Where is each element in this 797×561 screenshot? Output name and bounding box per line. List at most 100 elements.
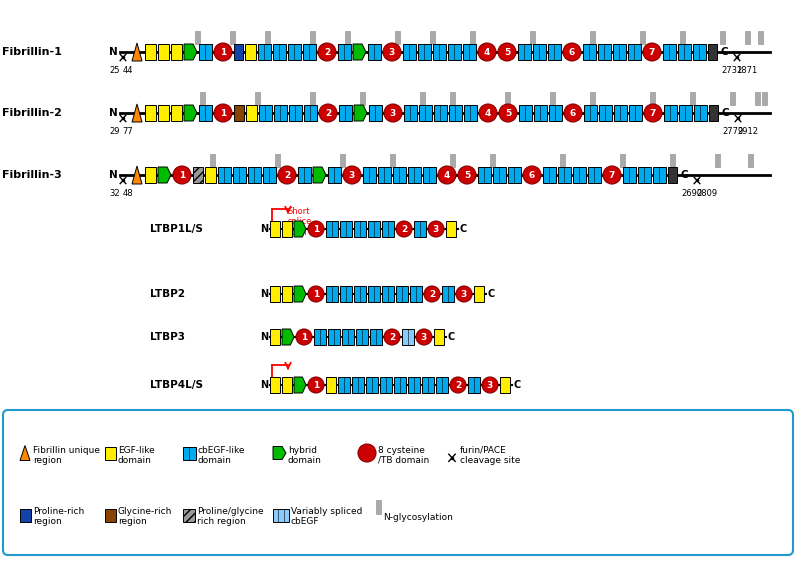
Bar: [326, 286, 338, 302]
Bar: [145, 167, 156, 183]
Bar: [720, 31, 725, 44]
Text: Fibrillin-3: Fibrillin-3: [2, 170, 61, 180]
Bar: [310, 31, 315, 44]
Text: 3: 3: [389, 48, 395, 57]
Text: C: C: [488, 289, 495, 299]
Text: 5: 5: [464, 171, 470, 180]
Bar: [434, 105, 447, 121]
Bar: [430, 31, 435, 44]
Bar: [446, 221, 456, 237]
Bar: [762, 92, 767, 105]
Bar: [550, 92, 555, 105]
Bar: [273, 508, 289, 522]
Bar: [668, 167, 677, 183]
Bar: [590, 92, 595, 105]
Circle shape: [478, 43, 496, 61]
Text: 6: 6: [529, 171, 535, 180]
Text: C: C: [448, 332, 455, 342]
Bar: [200, 92, 205, 105]
Bar: [680, 31, 685, 44]
Bar: [640, 31, 645, 44]
Bar: [20, 508, 31, 522]
Bar: [328, 329, 340, 345]
Bar: [590, 31, 595, 44]
Text: 6: 6: [569, 48, 575, 57]
Bar: [650, 92, 655, 105]
Circle shape: [383, 43, 401, 61]
Bar: [193, 167, 203, 183]
Bar: [629, 105, 642, 121]
Circle shape: [173, 166, 191, 184]
Text: 8 cysteine: 8 cysteine: [378, 445, 425, 454]
Bar: [282, 286, 292, 302]
Text: region: region: [118, 517, 147, 527]
Bar: [613, 44, 626, 60]
Text: 3: 3: [349, 171, 355, 180]
Bar: [694, 105, 707, 121]
Bar: [105, 508, 116, 522]
Bar: [158, 44, 169, 60]
Bar: [338, 377, 350, 393]
Text: C: C: [514, 380, 521, 390]
Bar: [363, 167, 376, 183]
Bar: [450, 92, 455, 105]
Bar: [653, 167, 666, 183]
Bar: [558, 167, 571, 183]
Bar: [664, 105, 677, 121]
Polygon shape: [294, 286, 306, 302]
Text: 5: 5: [505, 108, 511, 117]
Bar: [270, 329, 280, 345]
Bar: [145, 105, 156, 121]
Circle shape: [384, 104, 402, 122]
Text: 2779: 2779: [722, 127, 744, 136]
Text: LTBP4L/S: LTBP4L/S: [150, 380, 203, 390]
Bar: [505, 92, 510, 105]
Bar: [588, 167, 601, 183]
Text: 2: 2: [324, 48, 330, 57]
Bar: [745, 31, 750, 44]
Text: N: N: [260, 289, 268, 299]
Bar: [548, 44, 561, 60]
Bar: [463, 44, 476, 60]
Bar: [449, 105, 462, 121]
Polygon shape: [273, 447, 286, 459]
Bar: [478, 167, 491, 183]
Bar: [519, 105, 532, 121]
Bar: [310, 92, 315, 105]
Text: cbEGF: cbEGF: [291, 517, 320, 527]
Bar: [490, 154, 495, 167]
Text: N: N: [260, 332, 268, 342]
Text: LTBP1L/S: LTBP1L/S: [150, 224, 203, 234]
Circle shape: [278, 166, 296, 184]
Bar: [500, 377, 510, 393]
Bar: [210, 154, 215, 167]
Bar: [534, 105, 547, 121]
Circle shape: [643, 43, 661, 61]
Circle shape: [214, 43, 232, 61]
Bar: [145, 44, 156, 60]
Circle shape: [296, 329, 312, 345]
Bar: [543, 167, 556, 183]
Bar: [404, 105, 417, 121]
Bar: [288, 44, 301, 60]
Text: 4: 4: [484, 48, 490, 57]
Text: LTBP3: LTBP3: [150, 332, 185, 342]
Polygon shape: [20, 445, 30, 461]
Text: Fibrillin unique: Fibrillin unique: [33, 445, 100, 454]
Bar: [326, 221, 338, 237]
Bar: [258, 44, 271, 60]
Circle shape: [428, 221, 444, 237]
Bar: [183, 508, 195, 522]
Polygon shape: [353, 44, 366, 60]
Bar: [105, 447, 116, 459]
Circle shape: [416, 329, 432, 345]
Text: Fibrillin-2: Fibrillin-2: [2, 108, 62, 118]
Bar: [620, 154, 625, 167]
Text: domain: domain: [198, 456, 232, 465]
Bar: [690, 92, 695, 105]
Circle shape: [498, 43, 516, 61]
Bar: [282, 377, 292, 393]
Bar: [233, 167, 246, 183]
Bar: [599, 105, 612, 121]
Bar: [205, 167, 216, 183]
